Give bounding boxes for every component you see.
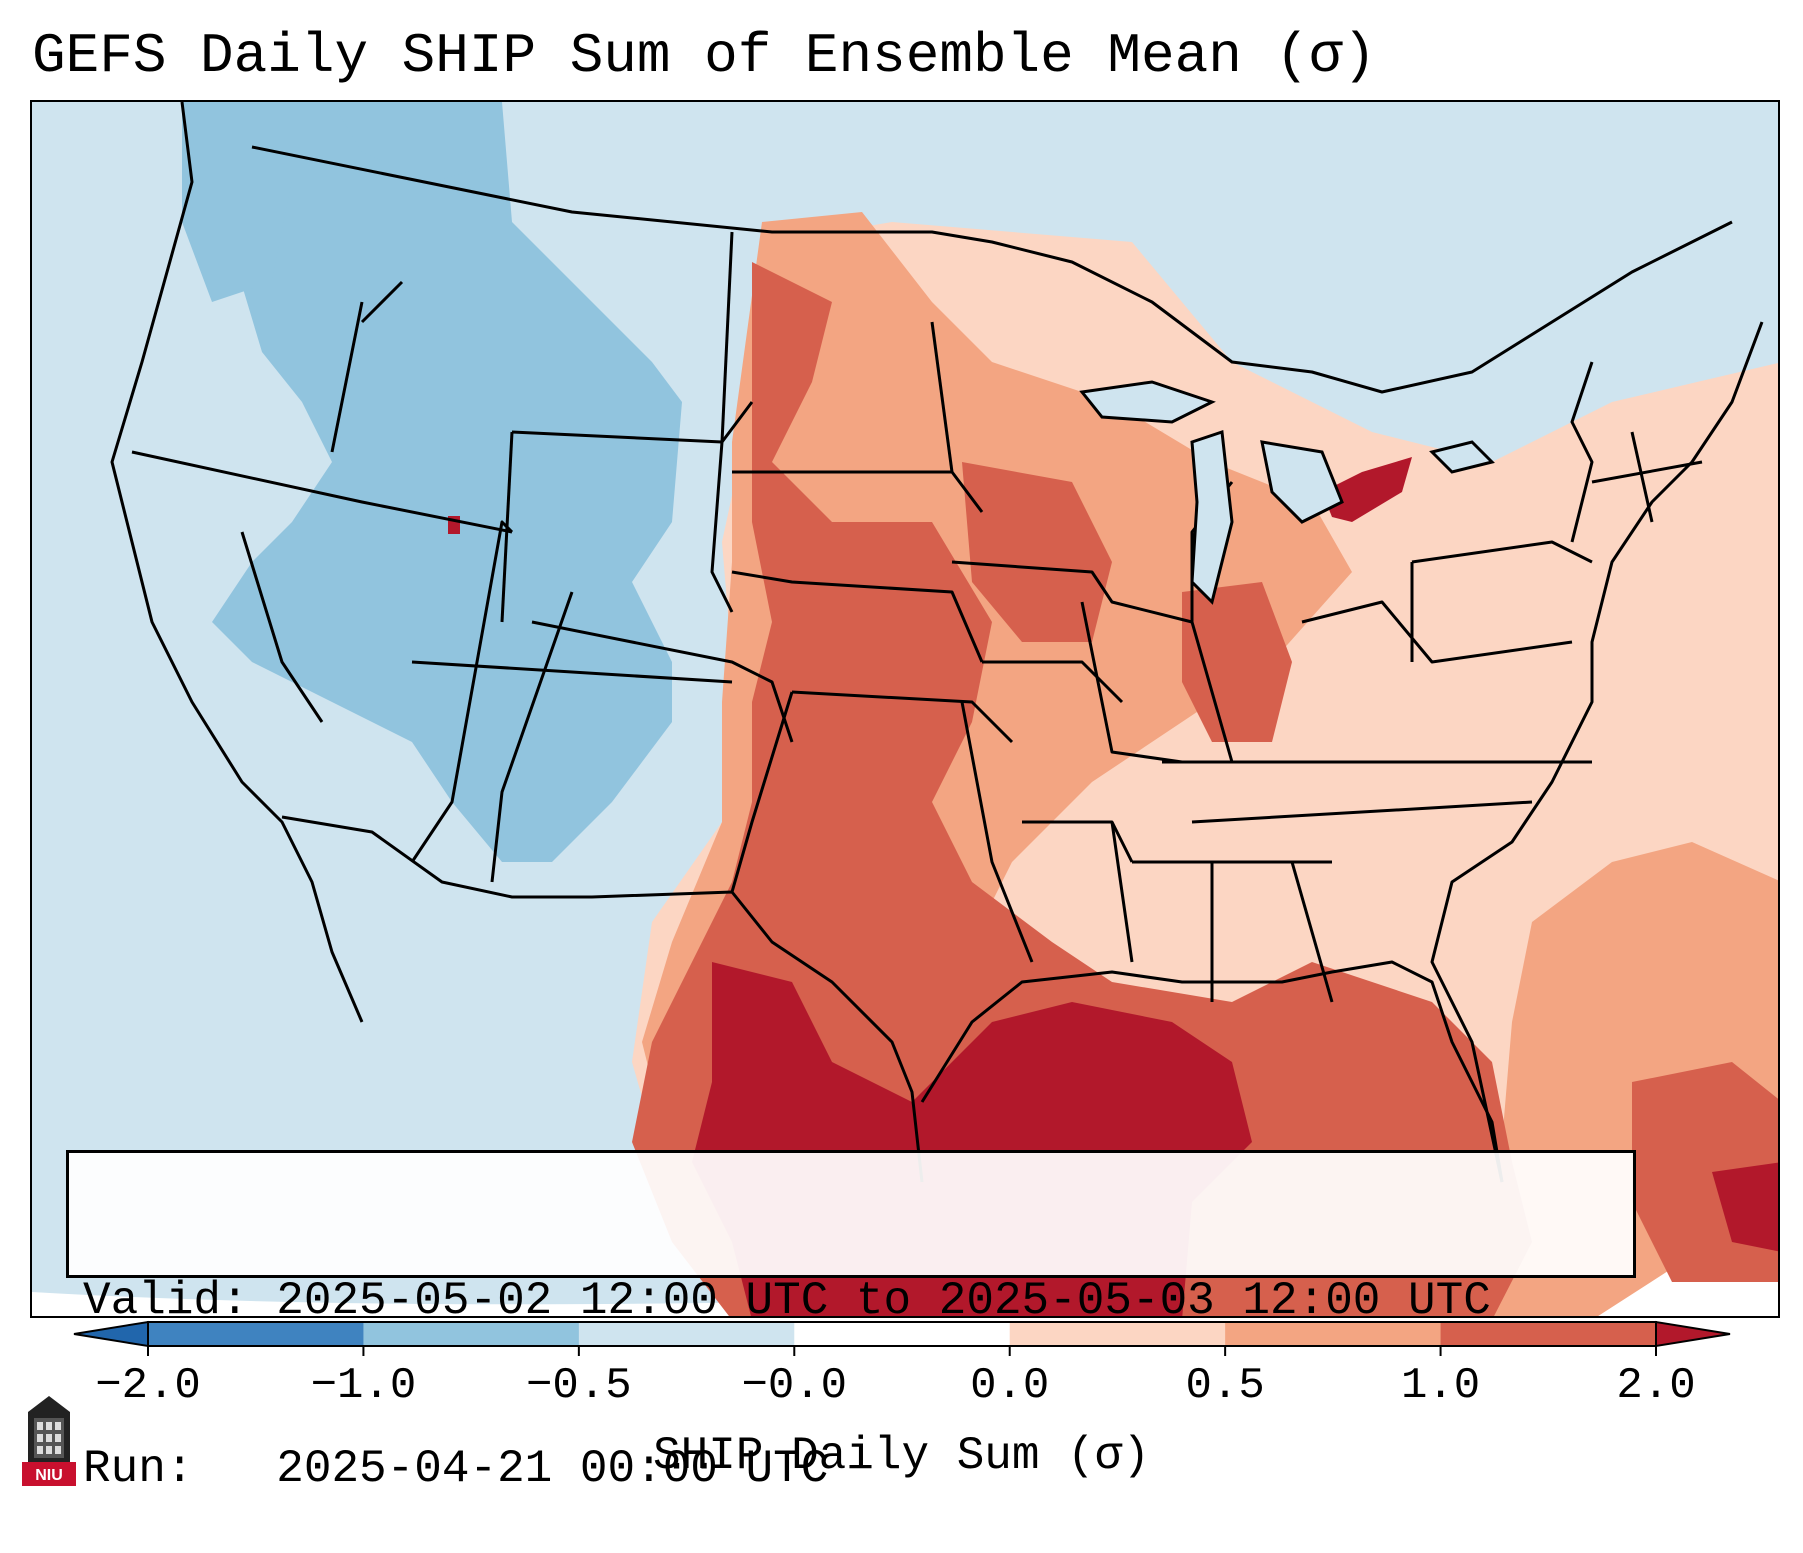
colorbar-tick-label: −0.0 xyxy=(741,1361,848,1411)
region-caribbean-max xyxy=(1712,1162,1778,1252)
colorbar-label: SHIP Daily Sum (σ) xyxy=(653,1430,1150,1482)
colorbar-extend-high xyxy=(1655,1320,1731,1348)
valid-time-text: Valid: 2025-05-02 12:00 UTC to 2025-05-0… xyxy=(83,1275,1491,1327)
colorbar-tick-label: −0.5 xyxy=(526,1361,632,1411)
colorbar-segment xyxy=(1225,1322,1442,1346)
colorbar-segment xyxy=(578,1322,795,1346)
map-panel xyxy=(30,100,1780,1318)
region-lake-erie-max xyxy=(1322,457,1412,522)
region-indiana-high xyxy=(1182,582,1292,742)
colorbar-tick-label: −2.0 xyxy=(95,1361,201,1411)
colorbar xyxy=(73,1320,1731,1356)
colorbar-extend-low xyxy=(73,1320,149,1348)
great-lakes xyxy=(1079,380,1495,605)
region-midwest-high xyxy=(962,462,1112,642)
colorbar-tick-label: 0.0 xyxy=(970,1361,1050,1411)
validity-info-box: Valid: 2025-05-02 12:00 UTC to 2025-05-0… xyxy=(66,1150,1636,1495)
region-canada-negative xyxy=(332,102,502,182)
colorbar-segment xyxy=(363,1322,580,1346)
niu-logo: NIU xyxy=(22,1396,76,1486)
colorbar-tick-label: 2.0 xyxy=(1616,1361,1696,1411)
region-nw-negative xyxy=(182,102,292,302)
colorbar-tick-label: −1.0 xyxy=(310,1361,417,1411)
map-canvas xyxy=(32,102,1778,1316)
colorbar-segment xyxy=(148,1322,364,1346)
state-boundaries xyxy=(110,102,1764,1183)
colorbar-segment xyxy=(1009,1322,1226,1346)
colorbar-segment xyxy=(794,1322,1011,1346)
colorbar-outline xyxy=(147,1321,1657,1347)
colorbar-tick-label: 1.0 xyxy=(1400,1361,1481,1411)
map-title: GEFS Daily SHIP Sum of Ensemble Mean (σ) xyxy=(32,24,1377,88)
svg-text:NIU: NIU xyxy=(35,1467,63,1484)
region-texas-high xyxy=(632,262,1532,1316)
run-time-text: Run: 2025-04-21 00:00 UTC xyxy=(83,1443,829,1495)
colorbar-segment xyxy=(1440,1322,1657,1346)
colorbar-tick-label: 0.5 xyxy=(1185,1361,1265,1411)
